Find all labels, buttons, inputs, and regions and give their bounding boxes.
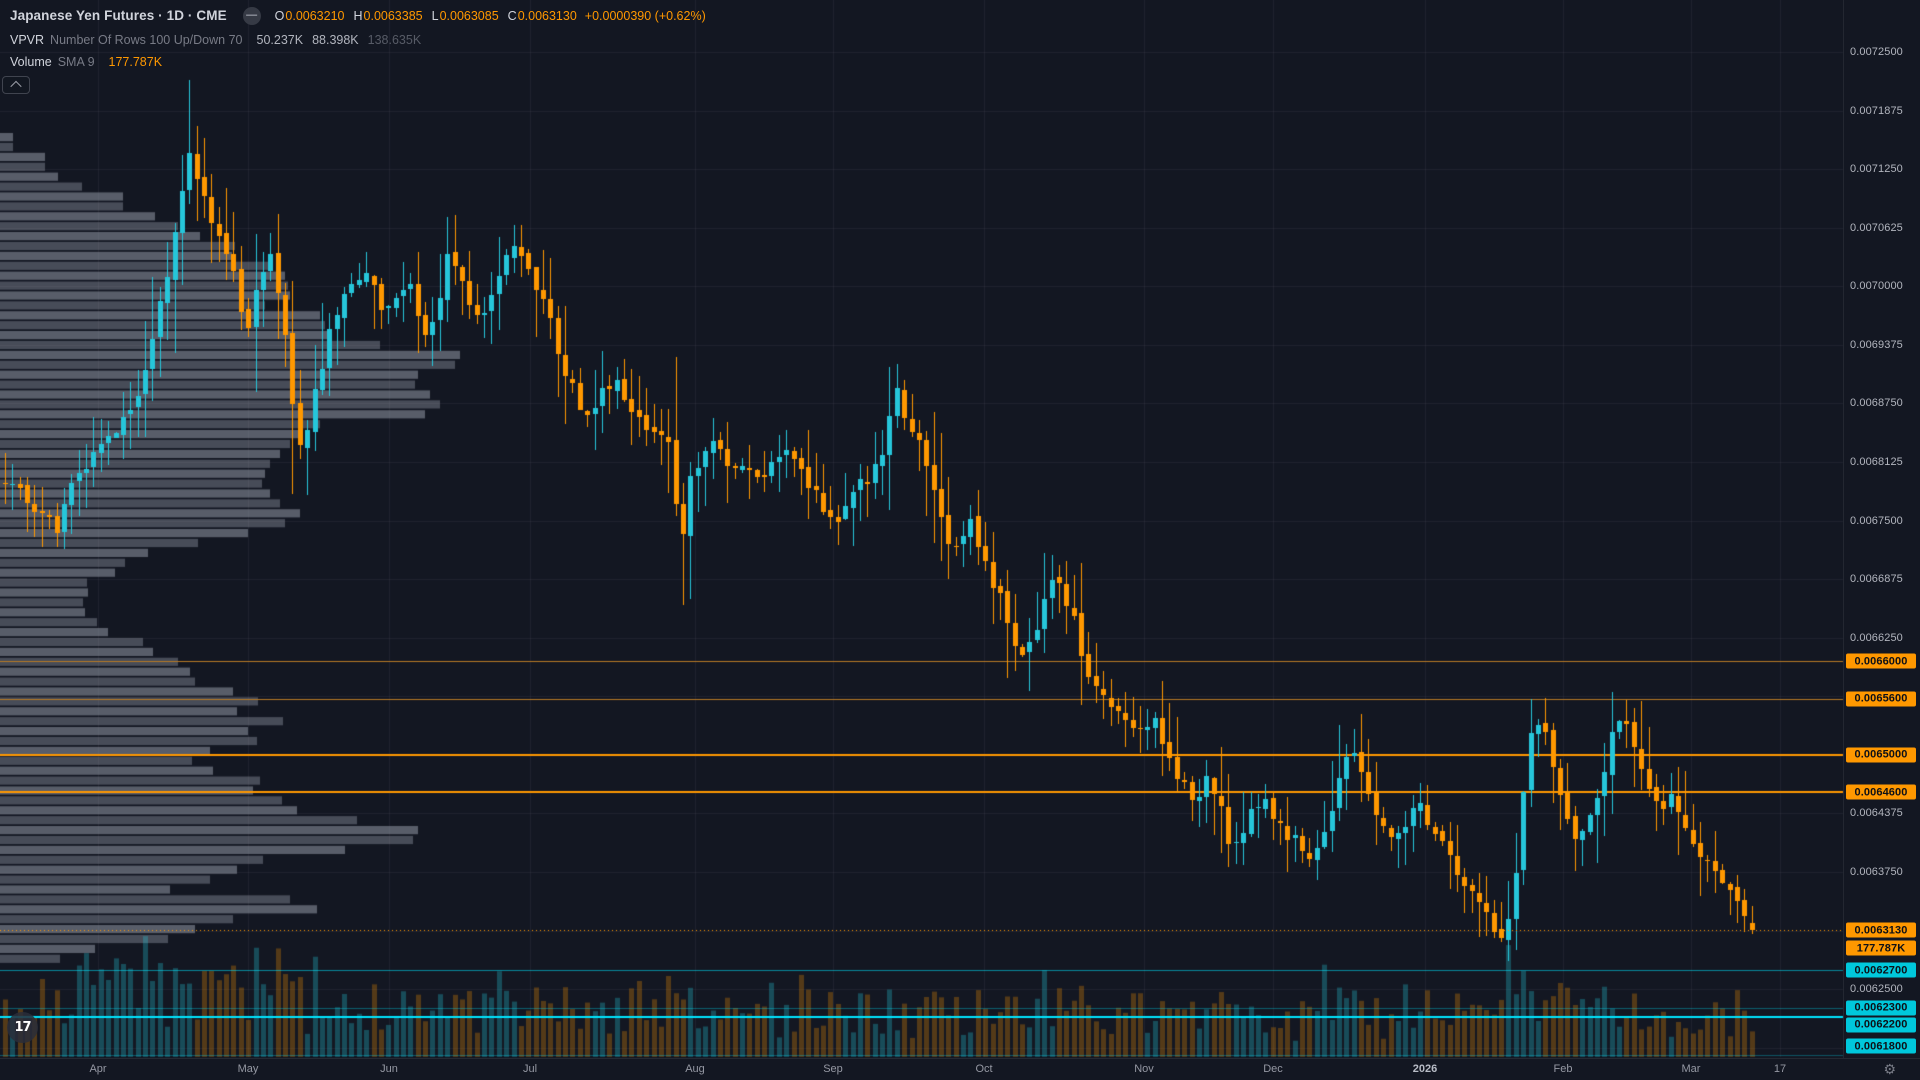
chevron-up-icon [10,80,22,93]
volume-name: Volume [10,55,52,69]
symbol-title[interactable]: Japanese Yen Futures · 1D · CME [10,8,227,23]
price-axis-label: 0.0066875 [1850,573,1903,586]
gear-icon[interactable]: ⚙ [1883,1061,1896,1077]
time-axis-label: 2026 [1412,1063,1438,1075]
price-axis-badge: 0.0062700 [1846,962,1916,978]
price-axis-badge: 0.0063130 [1846,922,1916,938]
high-value: 0.0063385 [363,8,423,23]
price-axis-border [1843,0,1844,1058]
time-axis-label: Dec [1263,1063,1283,1075]
volume-indicator-row[interactable]: Volume SMA 9 177.787K [10,53,171,71]
price-axis-label: 0.0068125 [1850,455,1903,468]
time-axis-label: Feb [1553,1063,1573,1075]
time-axis-label: Oct [975,1063,993,1075]
price-axis-label: 0.0071250 [1850,163,1903,176]
time-axis-label: Jul [522,1063,538,1075]
open-value: 0.0063210 [285,8,345,23]
vpvr-params: Number Of Rows 100 Up/Down 70 [50,33,243,47]
vpvr-value-1: 50.237K [256,33,304,47]
price-axis-badge: 177.787K [1846,940,1916,956]
change-value: +0.0000390 (+0.62%) [584,8,706,23]
volume-sma-value: 177.787K [108,55,163,69]
vpvr-indicator-row[interactable]: VPVR Number Of Rows 100 Up/Down 70 50.23… [10,31,430,49]
close-label: C [507,8,517,23]
time-axis-label: Mar [1681,1063,1701,1075]
time-axis-label: Apr [89,1063,107,1075]
price-axis-badge: 0.0066000 [1846,653,1916,669]
vpvr-value-2: 88.398K [312,33,359,47]
price-axis-label: 0.0069375 [1850,338,1903,351]
price-axis-label: 0.0070625 [1850,221,1903,234]
price-axis-badge: 0.0061800 [1846,1038,1916,1054]
time-axis-label: May [237,1063,259,1075]
price-axis[interactable]: 0.0072500 0.0071875 0.0071250 0.0070625 0.00… [1844,0,1920,1058]
tradingview-logo[interactable]: 17 [7,1012,38,1043]
price-axis-badge: 0.0065000 [1846,747,1916,763]
price-axis-label: 0.0062500 [1850,983,1903,996]
time-axis-label: Sep [823,1063,843,1075]
close-value: 0.0063130 [517,8,577,23]
vpvr-value-3: 138.635K [367,33,422,47]
legend-collapse-button[interactable] [2,76,30,94]
hide-indicator-button[interactable]: — [242,6,261,25]
volume-params: SMA 9 [57,55,95,69]
high-label: H [353,8,363,23]
price-axis-label: 0.0064375 [1850,807,1903,820]
time-axis-label: 17 [1773,1063,1787,1075]
symbol-row: Japanese Yen Futures · 1D · CME — O 0.006… [10,6,706,25]
tradingview-logo-glyph: 17 [14,1020,31,1035]
vpvr-name: VPVR [10,33,45,47]
price-axis-label: 0.0072500 [1850,46,1903,58]
price-axis-label: 0.0063750 [1850,865,1903,878]
price-axis-label: 0.0070000 [1850,280,1903,293]
price-axis-badge: 0.0064600 [1846,784,1916,800]
time-axis[interactable]: ⚙ Apr May Jun Jul Aug Sep Oct Nov Dec 2026 Feb Mar 1… [0,1058,1920,1080]
price-axis-label: 0.0067500 [1850,514,1903,527]
open-label: O [274,8,285,23]
time-axis-label: Jun [380,1063,398,1075]
price-axis-badge: 0.0062300 [1846,1000,1916,1016]
low-label: L [431,8,439,23]
ohlc-values: O 0.0063210 H 0.0063385 L 0.0063085 C 0.0063… [275,9,577,23]
price-axis-badge: 0.0065600 [1846,691,1916,707]
price-axis-label: 0.0071875 [1850,104,1903,117]
time-axis-label: Aug [685,1063,705,1075]
price-axis-badge: 0.0062200 [1846,1017,1916,1033]
minus-icon: — [246,9,258,21]
price-axis-label: 0.0066250 [1850,631,1903,644]
time-axis-label: Nov [1134,1063,1154,1075]
low-value: 0.0063085 [439,8,499,23]
price-axis-label: 0.0068750 [1850,397,1903,410]
